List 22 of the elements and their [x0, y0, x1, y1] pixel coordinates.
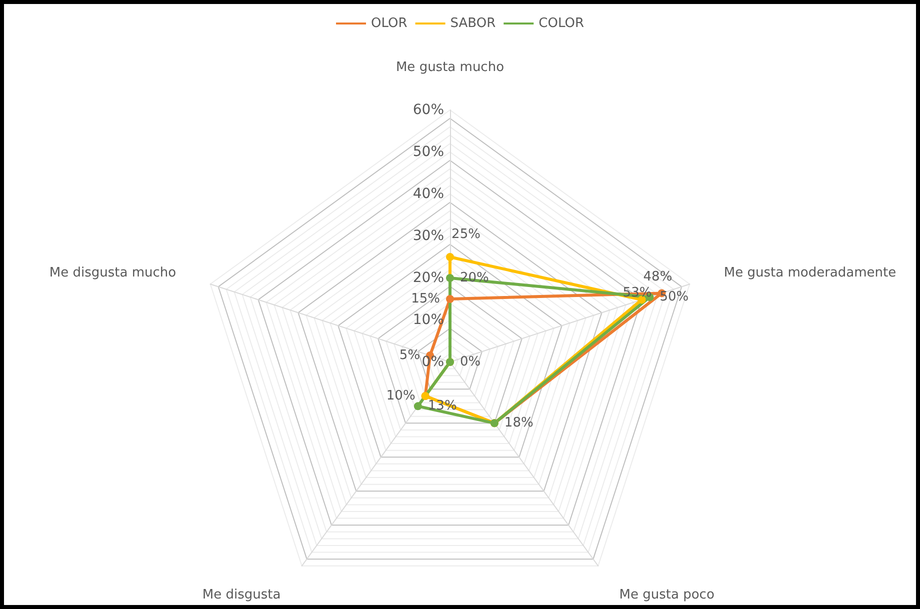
- y-tick-label: 20%: [412, 270, 444, 286]
- data-label: 15%: [411, 292, 440, 306]
- data-label: 10%: [386, 388, 416, 404]
- y-tick-label: 60%: [412, 102, 444, 118]
- spoke-label: Me gusta mucho: [396, 60, 504, 75]
- data-label: 0%: [460, 354, 481, 370]
- data-label: 50%: [660, 290, 689, 305]
- y-tick-label: 30%: [412, 228, 444, 244]
- spoke-label: Me gusta poco: [619, 587, 714, 602]
- spoke-label: Me gusta moderadamente: [724, 266, 896, 281]
- data-label: 48%: [643, 270, 672, 285]
- spoke-label: Me disgusta mucho: [49, 266, 176, 281]
- y-tick-label: 40%: [412, 186, 444, 202]
- legend-label: SABOR: [450, 16, 496, 31]
- y-tick-label: 50%: [412, 144, 444, 160]
- spoke-label: Me disgusta: [202, 587, 281, 602]
- data-label: 25%: [452, 227, 480, 242]
- data-label: 53%: [622, 286, 652, 301]
- legend-label: OLOR: [371, 16, 408, 31]
- data-label: 5%: [399, 348, 420, 364]
- data-label: 18%: [504, 416, 534, 431]
- legend-label: COLOR: [538, 16, 584, 31]
